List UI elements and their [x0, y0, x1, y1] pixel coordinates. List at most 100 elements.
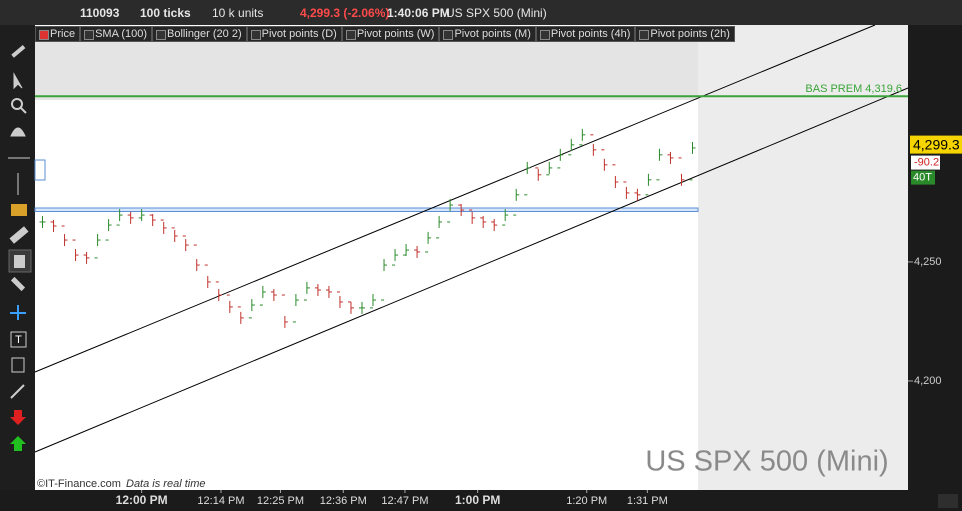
price-bar	[336, 291, 343, 308]
zone-band	[34, 207, 699, 212]
price-bar	[469, 209, 476, 224]
indicator-toggle[interactable]: Pivot points (M)	[439, 26, 536, 42]
price-bar	[370, 294, 377, 309]
channel-upper[interactable]	[34, 24, 876, 373]
x-tick-label: 12:47 PM	[381, 495, 428, 507]
indicator-toggle[interactable]: SMA (100)	[80, 26, 153, 42]
price-bar	[61, 225, 68, 247]
price-bar	[259, 285, 266, 306]
price-bar	[491, 219, 498, 232]
indicator-toggle[interactable]: Price	[35, 26, 81, 42]
price-bar	[314, 284, 321, 297]
tick-count-label: 40T	[913, 172, 932, 184]
price-bar	[270, 289, 277, 302]
instrument: US SPX 500 (Mini)	[446, 6, 547, 20]
price-bar	[358, 301, 365, 314]
price-bar	[204, 264, 211, 288]
price-bar	[381, 259, 388, 301]
units-select[interactable]: 10 k units	[212, 6, 264, 20]
price-bar	[347, 301, 354, 314]
account[interactable]: 110093	[80, 6, 120, 20]
price-bar	[72, 239, 79, 262]
price-bar	[546, 161, 553, 176]
price-bar	[524, 161, 531, 196]
price-bar	[83, 251, 90, 264]
price-bar	[303, 281, 310, 301]
change-box	[911, 155, 940, 170]
x-tick-label: 12:36 PM	[320, 495, 367, 507]
ticks-select[interactable]: 100 ticks	[140, 6, 191, 20]
price-bar	[612, 164, 619, 188]
indicator-toggle[interactable]: Pivot points (W)	[341, 26, 440, 42]
change-label: -90.2	[914, 157, 939, 169]
price-bar	[39, 215, 46, 228]
price-bar	[502, 209, 509, 226]
price-bar	[94, 234, 101, 259]
x-tick-label: 1:00 PM	[455, 493, 500, 507]
last-price-box	[910, 135, 962, 154]
indicator-toggle[interactable]: Pivot points (2h)	[635, 26, 735, 42]
price-bar	[292, 294, 299, 323]
indicator-toggle[interactable]: Bollinger (20 2)	[152, 26, 247, 42]
price-bar	[281, 294, 288, 328]
price-bar	[226, 294, 233, 313]
x-tick-label: 12:14 PM	[197, 495, 244, 507]
price-bar	[667, 151, 674, 164]
price-bar	[138, 209, 145, 222]
price-bar	[414, 245, 421, 258]
price-bar	[160, 219, 167, 234]
price-bar	[656, 148, 663, 181]
indicator-legend: Price SMA (100) Bollinger (20 2) Pivot poin…	[35, 26, 735, 42]
svg-text:T: T	[15, 334, 22, 346]
price-bar	[325, 285, 332, 298]
y-tick-label: 4,250	[914, 256, 942, 268]
clock: 1:40:06 PM	[387, 6, 450, 20]
quote: 4,299.3 (-2.06%)	[300, 6, 390, 20]
price-bar	[623, 181, 630, 199]
price-bar	[601, 149, 608, 171]
price-bar	[557, 148, 564, 169]
price-bar	[116, 209, 123, 226]
price-bar	[513, 188, 520, 216]
price-bar	[403, 244, 410, 257]
price-axis	[908, 25, 962, 490]
price-bar	[182, 235, 189, 252]
level-label: BAS PREM 4,319.6	[805, 83, 902, 95]
realtime-note: Data is real time	[126, 478, 205, 490]
x-tick-label: 12:25 PM	[257, 495, 304, 507]
y-tick-label: 4,200	[914, 375, 942, 387]
indicator-toggle[interactable]: Pivot points (4h)	[535, 26, 636, 42]
x-tick-label: 1:31 PM	[627, 495, 668, 507]
price-bar	[590, 134, 597, 156]
price-bar	[127, 211, 134, 224]
tick-count-box	[911, 170, 935, 185]
price-bar	[425, 231, 432, 253]
price-bar	[447, 199, 454, 223]
last-price-label: 4,299.3	[913, 136, 960, 152]
tool-icons[interactable]: T	[8, 45, 32, 497]
price-bar	[50, 220, 57, 233]
scroll-button[interactable]	[938, 494, 958, 508]
price-bar	[193, 244, 200, 272]
price-bar	[634, 188, 641, 201]
channel-lower[interactable]	[34, 87, 909, 453]
price-bar	[458, 204, 465, 217]
price-bar	[568, 138, 575, 156]
price-bar	[237, 306, 244, 324]
watermark: US SPX 500 (Mini)	[645, 446, 888, 478]
x-tick-label: 12:00 PM	[116, 493, 168, 507]
shade-top	[35, 42, 698, 100]
price-bar	[535, 167, 542, 181]
price-bar	[215, 281, 222, 302]
price-bar	[171, 227, 178, 243]
price-bar	[392, 249, 399, 266]
time-axis	[0, 490, 962, 511]
price-bar	[689, 141, 696, 181]
copyright: ©IT-Finance.com	[37, 478, 121, 490]
price-bar	[149, 214, 156, 227]
marker-box	[34, 159, 46, 181]
price-bar	[436, 215, 443, 239]
indicator-toggle[interactable]: Pivot points (D)	[246, 26, 342, 42]
